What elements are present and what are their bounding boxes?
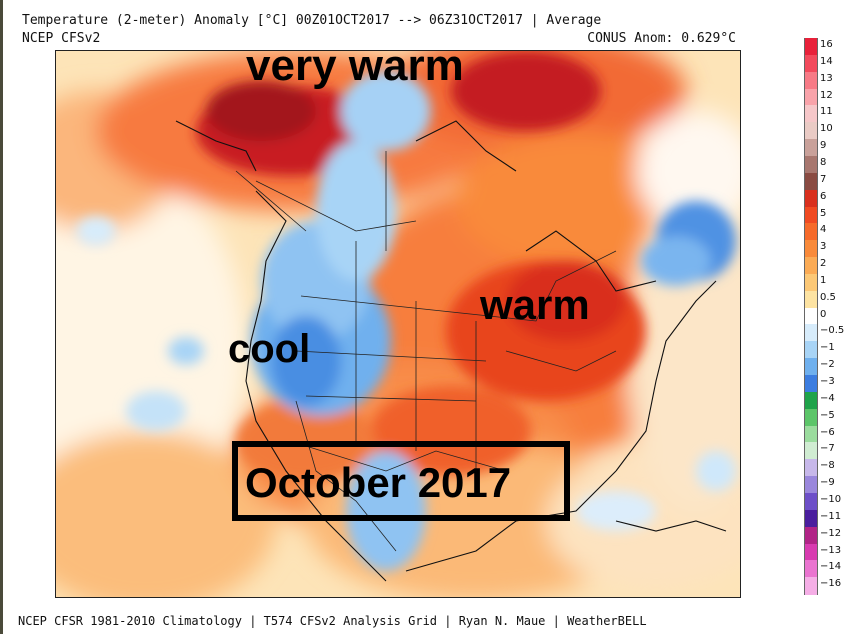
color-scale-cell: [804, 54, 818, 73]
color-scale-tick-label: −2: [820, 359, 835, 371]
color-scale-tick-label: 0.5: [820, 291, 836, 303]
color-scale-cell: [804, 324, 818, 342]
color-scale-tick-label: −13: [820, 544, 842, 556]
color-scale-cell: [804, 560, 818, 578]
color-scale-tick-label: −1: [820, 342, 835, 354]
color-scale-cell: [804, 358, 818, 376]
color-scale-tick-label: 9: [820, 140, 827, 152]
color-scale-tick-label: −0.5: [820, 325, 845, 337]
color-scale-cell: [804, 206, 818, 224]
color-scale-tick-label: −12: [820, 527, 842, 539]
anomaly-map-graphic: [56, 51, 740, 597]
color-scale-cell: [804, 341, 818, 359]
color-scale-tick-label: 10: [820, 123, 833, 135]
annotation-very-warm: very warm: [246, 50, 464, 90]
annotation-warm: warm: [480, 281, 590, 328]
color-scale-cell: [804, 240, 818, 258]
color-scale-tick-label: 8: [820, 156, 827, 168]
color-scale-tick-label: 0: [820, 308, 827, 320]
color-scale-cell: [804, 476, 818, 494]
color-scale-cell: [804, 155, 818, 174]
color-scale-cell: [804, 189, 818, 207]
political-boundaries: [235, 151, 617, 552]
color-scale-tick-label: 6: [820, 190, 827, 202]
anomaly-map: very warm warm cool October 2017: [55, 50, 741, 598]
color-scale-cell: [804, 375, 818, 393]
color-scale-cell: [804, 290, 818, 309]
coastlines: [175, 120, 727, 582]
anomaly-detail: [76, 51, 736, 571]
color-scale-cell: [804, 425, 818, 443]
conus-anomaly-readout: CONUS Anom: 0.629°C: [587, 31, 736, 46]
color-scale-cell: [804, 257, 818, 275]
color-scale-tick-label: −11: [820, 510, 842, 522]
color-scale-tick-label: 1: [820, 274, 827, 286]
color-scale-cell: [804, 492, 818, 511]
color-scale-tick-label: 14: [820, 55, 833, 67]
color-scale-cell: [804, 543, 818, 561]
color-scale-cell: [804, 509, 818, 528]
left-edge-bar: [0, 0, 3, 634]
color-scale-cell: [804, 105, 818, 123]
color-scale-tick-label: −6: [820, 426, 835, 438]
color-scale-tick-label: −8: [820, 460, 835, 472]
color-scale-tick-label: 12: [820, 89, 833, 101]
annotation-month: October 2017: [245, 459, 512, 506]
color-scale-cell: [804, 273, 818, 292]
map-title: Temperature (2-meter) Anomaly [°C] 00Z01…: [22, 13, 602, 28]
color-scale-tick-label: 11: [820, 106, 833, 118]
color-scale-tick-label: −5: [820, 409, 835, 421]
color-scale-tick-label: −4: [820, 392, 835, 404]
color-scale-cell: [804, 577, 818, 595]
color-scale-cell: [804, 88, 818, 106]
color-scale-cell: [804, 71, 818, 90]
color-scale-tick-label: −16: [820, 578, 842, 590]
color-scale-tick-label: −7: [820, 443, 835, 455]
annotation-cool: cool: [228, 327, 311, 371]
color-scale-cell: [804, 38, 818, 56]
color-scale-cell: [804, 223, 818, 241]
color-scale-cell: [804, 391, 818, 410]
color-scale-tick-label: −3: [820, 376, 835, 387]
color-scale-tick-label: 5: [820, 207, 827, 219]
color-scale-tick-label: 3: [820, 241, 827, 253]
color-scale-tick-label: −14: [820, 561, 842, 573]
color-scale-tick-label: 16: [820, 39, 833, 50]
month-highlight-box: [232, 441, 570, 521]
color-scale-cell: [804, 172, 818, 191]
color-scale-cell: [804, 526, 818, 544]
model-name: NCEP CFSv2: [22, 31, 101, 46]
color-scale-cell: [804, 408, 818, 427]
color-scale-tick-label: 4: [820, 224, 827, 236]
footer-credits: NCEP CFSR 1981-2010 Climatology | T574 C…: [18, 614, 647, 628]
color-scale-tick-label: −9: [820, 477, 835, 489]
color-scale-cell: [804, 122, 818, 140]
color-scale-cell: [804, 139, 818, 157]
color-scale-tick-label: 7: [820, 173, 827, 185]
color-scale-cell: [804, 459, 818, 477]
color-scale-cell: [804, 442, 818, 460]
color-scale-cell: [804, 307, 818, 325]
color-scale-tick-label: −10: [820, 493, 842, 505]
color-scale-tick-label: 13: [820, 72, 833, 84]
color-scale-tick-label: 2: [820, 258, 827, 270]
